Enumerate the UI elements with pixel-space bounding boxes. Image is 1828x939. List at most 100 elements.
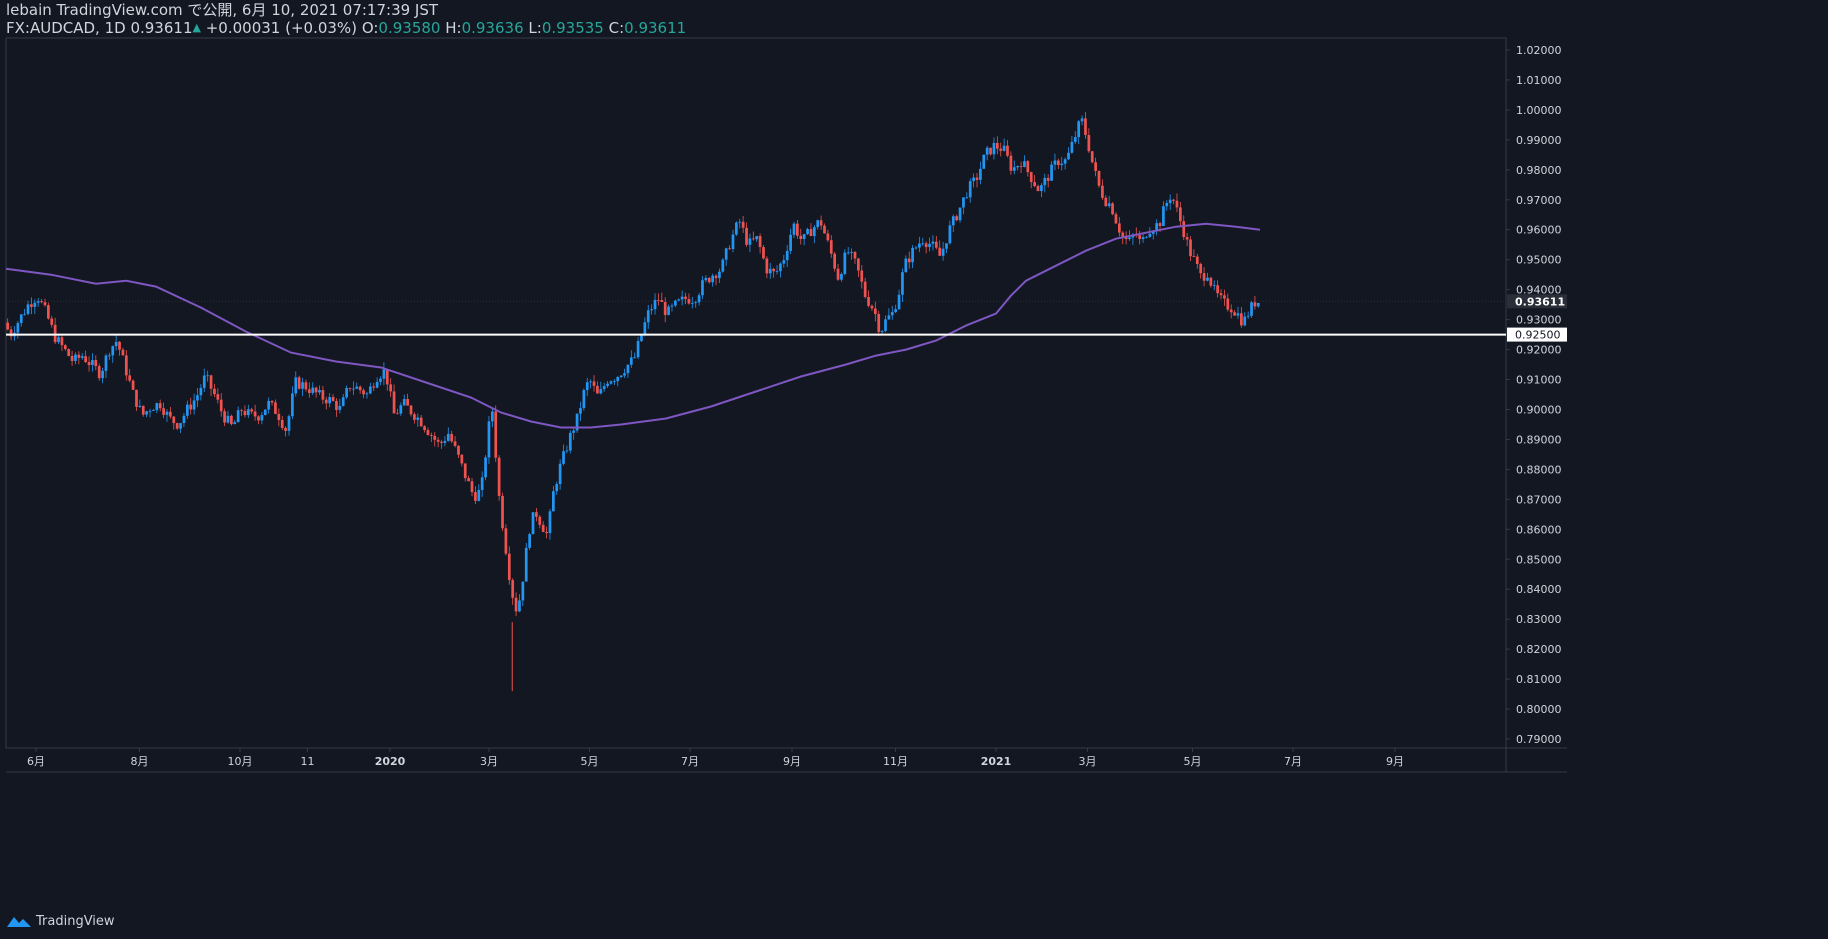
candle-body [945, 243, 948, 249]
candle-body [223, 411, 226, 423]
candle-body [324, 399, 328, 404]
candle-body [568, 432, 572, 451]
candle-body [829, 240, 833, 254]
candle-body [111, 346, 115, 356]
candle-body [890, 312, 894, 316]
candle-body [314, 387, 318, 393]
candle-body [63, 345, 67, 350]
candle-body [192, 400, 196, 410]
candle-body [762, 247, 765, 259]
candle-body [250, 409, 254, 412]
candle-body [1087, 134, 1091, 152]
candle-body [643, 322, 647, 335]
y-tick-label: 0.81000 [1516, 673, 1562, 686]
candle-body [287, 416, 291, 431]
candle-body [1223, 295, 1226, 299]
candle-body [53, 324, 57, 343]
y-tick-label: 1.00000 [1516, 104, 1562, 117]
candle-body [1060, 163, 1064, 166]
candle-body [1053, 160, 1057, 165]
candles [6, 112, 1260, 692]
candle-body [674, 300, 677, 306]
candle-body [304, 382, 308, 390]
candle-body [280, 419, 284, 428]
candle-body [443, 440, 447, 443]
y-tick-label: 0.99000 [1516, 134, 1562, 147]
candle-body [209, 375, 213, 389]
candle-body [751, 238, 755, 240]
candle-body [118, 341, 121, 350]
candle-body [582, 390, 586, 409]
candle-body [836, 268, 840, 280]
open-value: 0.93580 [378, 19, 441, 37]
candle-body [609, 381, 613, 384]
candle-body [84, 356, 88, 363]
candle-body [26, 304, 30, 314]
candle-body [362, 390, 365, 395]
candle-body [50, 318, 54, 325]
candle-body [633, 357, 637, 359]
candle-body [355, 386, 359, 389]
candle-body [873, 308, 877, 315]
candle-body [1178, 207, 1182, 222]
candle-body [1236, 313, 1240, 316]
candle-body [94, 360, 98, 367]
candle-body [779, 263, 782, 272]
y-tick-label: 0.98000 [1516, 164, 1562, 177]
candle-body [1084, 118, 1087, 135]
candle-body [504, 528, 508, 554]
candle-body [165, 411, 169, 415]
candle-body [846, 252, 850, 254]
candle-body [1070, 141, 1074, 153]
candle-body [1199, 264, 1203, 274]
candle-body [1256, 302, 1260, 307]
candle-body [433, 435, 437, 440]
candle-body [555, 484, 559, 492]
publish-info: lebain TradingView.com で公開, 6月 10, 2021 … [6, 1, 439, 19]
candle-body [23, 313, 26, 315]
candle-body [511, 580, 515, 598]
candle-body [938, 247, 942, 256]
candle-body [1006, 145, 1009, 156]
candle-body [474, 492, 477, 501]
candle-body [870, 305, 874, 309]
candle-body [575, 413, 579, 431]
y-tick-label: 0.83000 [1516, 613, 1562, 626]
candle-body [640, 334, 643, 342]
y-tick-label: 0.91000 [1516, 374, 1562, 387]
candle-body [833, 253, 837, 269]
ohlc-legend: FX:AUDCAD, 1D 0.93611▲ +0.00031 (+0.03%)… [6, 19, 686, 37]
candle-body [531, 512, 535, 535]
candle-body [1162, 206, 1165, 227]
candle-body [97, 366, 101, 379]
candle-body [684, 296, 687, 299]
candle-body [260, 415, 264, 421]
candle-body [416, 417, 420, 420]
candle-body [480, 477, 484, 490]
candle-body [179, 423, 182, 429]
candle-body [887, 315, 891, 320]
candle-body [131, 380, 135, 390]
candle-body [446, 433, 450, 441]
candle-body [972, 177, 975, 182]
candle-body [365, 393, 369, 395]
candle-body [402, 399, 406, 406]
candle-body [477, 489, 481, 501]
candle-body [1111, 203, 1114, 215]
candle-body [1216, 285, 1219, 294]
candle-body [243, 410, 247, 416]
candle-body [1080, 118, 1084, 122]
candle-body [294, 377, 298, 394]
tradingview-footer[interactable]: TradingView [6, 910, 115, 932]
candle-body [175, 423, 179, 429]
candle-body [538, 516, 542, 525]
x-tick-label: 11月 [883, 755, 908, 768]
brand-label: TradingView [36, 913, 115, 929]
candle-body [216, 394, 220, 400]
candle-body [979, 168, 982, 180]
candle-body [775, 271, 779, 272]
candle-body [1094, 162, 1097, 171]
candle-body [253, 411, 257, 417]
candle-body [819, 220, 823, 226]
